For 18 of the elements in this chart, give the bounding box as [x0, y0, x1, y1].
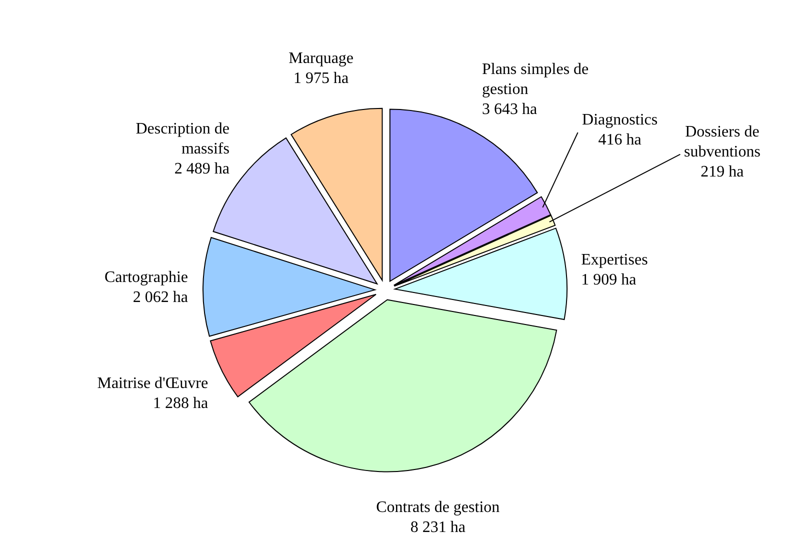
slice-label: Cartographie	[104, 268, 188, 286]
slice-label: Plans simples de gestion	[482, 61, 589, 98]
data-label: 1 909 ha	[581, 272, 636, 289]
data-label: 1 975 ha	[294, 70, 349, 87]
data-label: 2 489 ha	[174, 160, 230, 178]
slice-label: Marquage	[288, 50, 354, 67]
slice-label: Description de massifs	[136, 120, 230, 158]
data-label: 3 643 ha	[482, 101, 538, 118]
data-label: 416 ha	[598, 132, 642, 149]
slice-label: Contrats de gestion	[376, 498, 500, 516]
slice-label: Diagnostics	[582, 112, 658, 129]
slice-label: Maitrise d'Œuvre	[97, 375, 208, 392]
data-label: 8 231 ha	[410, 518, 466, 536]
data-label: 2 062 ha	[132, 288, 188, 306]
data-label: 219 ha	[700, 163, 744, 180]
data-label: 1 288 ha	[152, 395, 208, 412]
slice-label: Dossiers de subventions	[684, 123, 760, 160]
slice-label: Expertises	[581, 252, 648, 269]
